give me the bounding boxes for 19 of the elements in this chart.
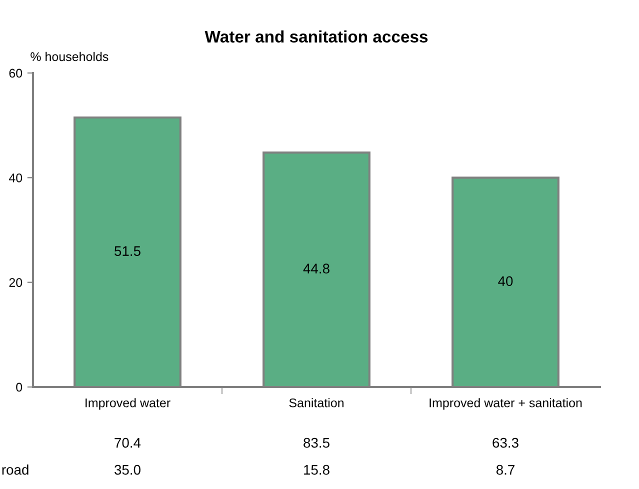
text: 83.5 — [304, 438, 330, 448]
data-label: 44.8 — [303, 264, 330, 274]
x-tick-label: Improved water — [86, 398, 170, 410]
text: 15.8 — [304, 464, 330, 475]
x-tick-label: Sanitation — [289, 398, 344, 408]
text: road — [2, 464, 28, 475]
y-axis-title: % households — [30, 52, 108, 62]
x-tick-label: Improved water + sanitation — [430, 398, 582, 410]
chart-title: Water and sanitation access — [204, 30, 428, 43]
y-tick-label: 0 — [16, 382, 22, 392]
y-tick-label: 40 — [8, 173, 22, 182]
text: 8.7 — [496, 464, 514, 475]
data-label: 40 — [498, 276, 513, 286]
y-tick-label: 20 — [9, 278, 22, 287]
text: 63.3 — [492, 438, 518, 448]
data-label: 51.5 — [114, 246, 140, 256]
text: 70.4 — [114, 438, 141, 448]
text: 35.0 — [114, 464, 140, 475]
y-tick-label: 60 — [9, 68, 22, 78]
